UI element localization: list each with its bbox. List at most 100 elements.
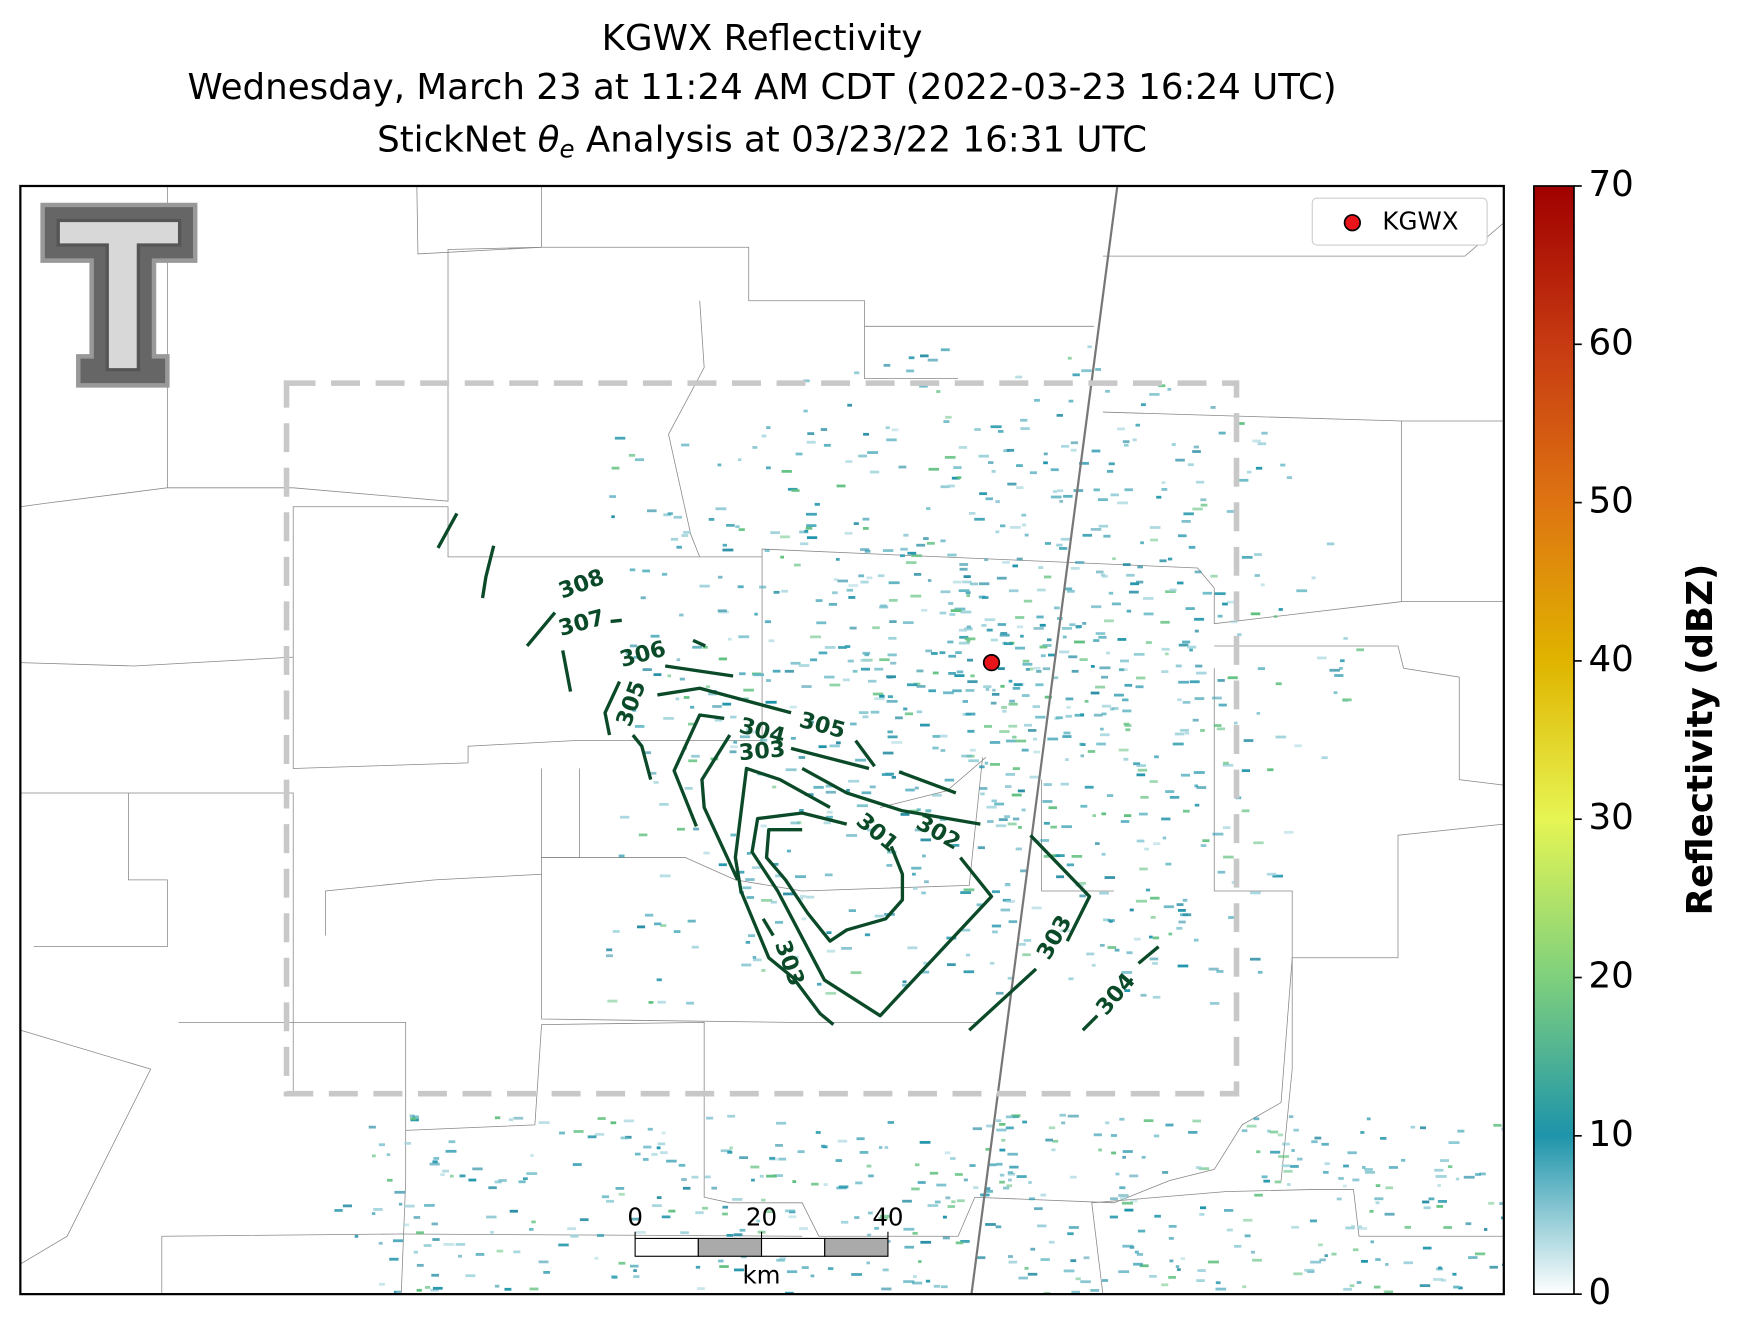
echo xyxy=(498,1179,507,1182)
echo xyxy=(1181,519,1191,523)
echo xyxy=(570,1234,579,1238)
echo xyxy=(967,680,978,684)
echo xyxy=(1176,903,1184,907)
echo xyxy=(1094,842,1100,845)
echo xyxy=(825,815,833,819)
echo xyxy=(734,1268,744,1272)
echo xyxy=(531,1220,536,1224)
echo xyxy=(860,658,871,662)
echo xyxy=(1488,1201,1495,1205)
echo xyxy=(825,784,833,788)
echo xyxy=(744,1273,750,1277)
echo xyxy=(912,887,918,890)
echo xyxy=(751,866,761,870)
echo xyxy=(1437,1200,1448,1203)
echo xyxy=(1140,993,1147,997)
echo xyxy=(1040,1258,1050,1261)
echo xyxy=(914,786,919,790)
echo xyxy=(1119,668,1125,672)
echo xyxy=(990,638,998,642)
echo xyxy=(1255,466,1263,470)
echo xyxy=(1234,1244,1242,1248)
echo xyxy=(809,720,814,724)
echo xyxy=(1007,482,1017,486)
echo xyxy=(1493,1123,1502,1127)
echo xyxy=(1075,561,1085,564)
echo xyxy=(968,511,976,515)
echo xyxy=(620,1136,629,1140)
echo xyxy=(754,612,758,616)
echo xyxy=(997,430,1004,433)
echo xyxy=(1080,804,1088,808)
echo xyxy=(887,735,898,739)
echo xyxy=(851,1273,863,1276)
echo xyxy=(1375,1258,1381,1261)
echo xyxy=(1180,773,1191,777)
echo xyxy=(1169,795,1180,799)
echo xyxy=(1055,716,1063,720)
echo xyxy=(914,1163,920,1167)
echo xyxy=(739,1228,746,1232)
echo xyxy=(1182,898,1188,902)
echo xyxy=(823,443,831,447)
echo xyxy=(717,575,723,579)
contour-label: 302 xyxy=(912,810,965,856)
echo xyxy=(1475,1173,1481,1176)
echo xyxy=(1133,937,1141,941)
echo xyxy=(1342,1184,1347,1188)
echo xyxy=(760,824,767,828)
echo xyxy=(1124,989,1131,992)
echo xyxy=(750,730,758,734)
echo xyxy=(1038,566,1044,569)
echo xyxy=(1051,676,1059,680)
echo xyxy=(858,454,867,458)
echo xyxy=(1437,1184,1441,1187)
echo xyxy=(845,460,853,463)
echo xyxy=(1324,1162,1330,1166)
echo xyxy=(803,409,808,413)
echo xyxy=(522,1177,528,1181)
echo xyxy=(1250,612,1261,616)
echo xyxy=(1080,713,1085,717)
echo xyxy=(1119,1196,1128,1200)
echo xyxy=(1046,638,1052,642)
contour-line xyxy=(610,618,622,624)
echo xyxy=(1004,785,1012,788)
echo xyxy=(1150,916,1156,919)
echo xyxy=(1318,1243,1323,1247)
echo xyxy=(995,824,1007,828)
echo xyxy=(371,1212,376,1215)
echo xyxy=(1223,855,1234,859)
echo xyxy=(996,576,1007,580)
echo xyxy=(1003,449,1010,453)
echo xyxy=(1040,1193,1047,1197)
echo xyxy=(729,750,737,754)
scale-segment xyxy=(760,1237,826,1257)
echo xyxy=(1140,541,1144,545)
echo xyxy=(1243,739,1254,742)
echo xyxy=(1169,1259,1174,1263)
echo xyxy=(1135,685,1144,689)
echo xyxy=(866,1164,872,1168)
echo xyxy=(976,903,983,907)
echo xyxy=(530,1154,534,1157)
scale-tick-label: 20 xyxy=(746,1202,777,1231)
echo xyxy=(424,1286,431,1289)
echo xyxy=(1087,750,1096,753)
echo xyxy=(805,526,813,530)
echo xyxy=(1063,1269,1075,1273)
echo xyxy=(718,863,727,867)
echo xyxy=(1008,1178,1012,1182)
echo xyxy=(772,785,777,789)
echo xyxy=(1028,1197,1036,1201)
echo xyxy=(770,900,777,904)
echo xyxy=(986,805,997,809)
echo xyxy=(1061,444,1070,448)
echo xyxy=(1227,676,1238,680)
echo xyxy=(824,873,833,877)
echo xyxy=(1311,1140,1318,1144)
echo xyxy=(1345,1226,1355,1230)
echo xyxy=(954,607,966,611)
echo xyxy=(764,549,770,552)
echo xyxy=(999,1122,1006,1126)
